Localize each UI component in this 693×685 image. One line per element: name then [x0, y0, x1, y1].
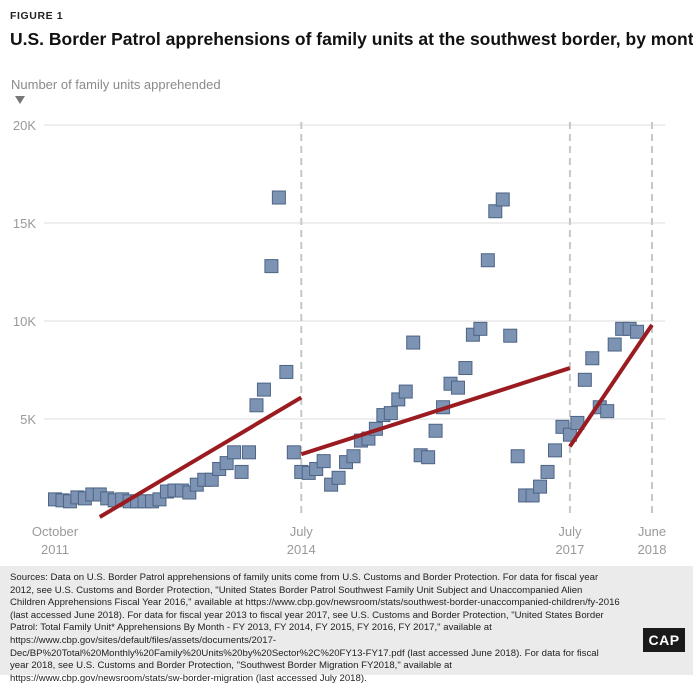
x-tick-label: 2018 — [638, 542, 667, 557]
data-point — [398, 384, 413, 399]
data-point — [533, 479, 548, 494]
y-axis-arrow-icon — [15, 96, 25, 104]
y-tick-label: 5K — [20, 412, 36, 427]
data-point — [234, 464, 249, 479]
x-tick-label: July — [290, 524, 314, 539]
data-point — [607, 337, 622, 352]
trend-line — [568, 323, 654, 448]
data-point — [473, 321, 488, 336]
data-point — [242, 445, 257, 460]
y-axis-label: Number of family units apprehended — [11, 77, 221, 92]
data-point — [630, 324, 645, 339]
x-tick-label: 2011 — [41, 542, 69, 557]
trend-line — [300, 366, 571, 457]
data-point — [450, 380, 465, 395]
data-point — [264, 259, 279, 274]
x-tick-label: June — [638, 524, 666, 539]
data-point — [331, 470, 346, 485]
y-tick-label: 10K — [13, 314, 36, 329]
data-point — [510, 449, 525, 464]
data-point — [219, 456, 234, 471]
x-tick-label: 2014 — [287, 542, 316, 557]
data-point — [458, 361, 473, 376]
data-point — [271, 190, 286, 205]
data-point — [421, 450, 436, 465]
data-point — [249, 398, 264, 413]
data-point — [480, 253, 495, 268]
sources-text: Sources: Data on U.S. Border Patrol appr… — [10, 572, 620, 684]
data-point — [286, 445, 301, 460]
y-tick-label: 15K — [13, 216, 36, 231]
data-point — [279, 364, 294, 379]
data-point — [256, 382, 271, 397]
data-point — [577, 372, 592, 387]
data-point — [383, 406, 398, 421]
sources-footer: Sources: Data on U.S. Border Patrol appr… — [0, 566, 693, 684]
data-point — [488, 204, 503, 219]
data-point — [585, 351, 600, 366]
cap-logo: CAP — [643, 628, 685, 652]
data-point — [406, 335, 421, 350]
chart-plot: 5K 10K 15K 20K October 2011 July 2014 July 2017 Ju… — [13, 118, 667, 557]
data-point — [428, 423, 443, 438]
chart-title: U.S. Border Patrol apprehensions of fami… — [10, 29, 693, 49]
y-tick-label: 20K — [13, 118, 36, 133]
data-point — [316, 454, 331, 469]
data-point — [495, 192, 510, 207]
x-tick-label: 2017 — [555, 542, 584, 557]
data-point — [503, 328, 518, 343]
data-point — [547, 443, 562, 458]
data-point — [227, 445, 242, 460]
x-tick-label: October — [32, 524, 79, 539]
data-point — [346, 449, 361, 464]
x-tick-label: July — [558, 524, 582, 539]
trend-line — [98, 395, 303, 519]
data-point — [204, 472, 219, 487]
data-point — [600, 404, 615, 419]
data-point — [540, 464, 555, 479]
figure-label: FIGURE 1 — [10, 10, 64, 22]
